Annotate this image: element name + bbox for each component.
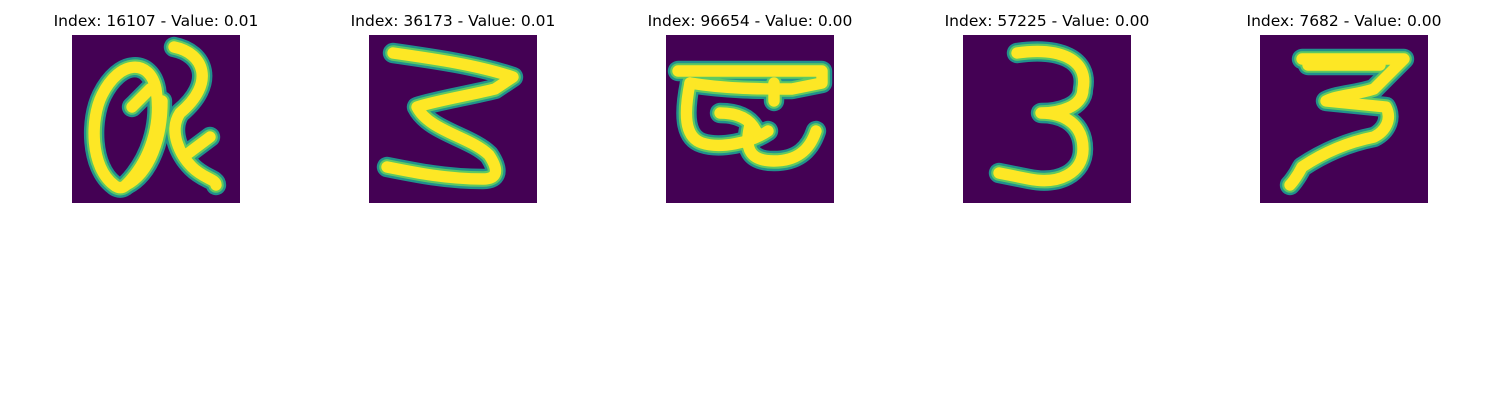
image-panel-5: Index: 7682 - Value: 0.00 bbox=[1194, 0, 1494, 210]
image-panel-4: Index: 57225 - Value: 0.00 bbox=[897, 0, 1197, 210]
panel-title: Index: 96654 - Value: 0.00 bbox=[647, 12, 853, 30]
panel-title: Index: 7682 - Value: 0.00 bbox=[1246, 12, 1442, 30]
image-panel-1: Index: 16107 - Value: 0.01 bbox=[6, 0, 306, 210]
digit-image bbox=[369, 35, 537, 203]
digit-image bbox=[1260, 35, 1428, 203]
panel-title: Index: 16107 - Value: 0.01 bbox=[53, 12, 259, 30]
digit-image bbox=[666, 35, 834, 203]
digit-image bbox=[963, 35, 1131, 203]
panel-title: Index: 36173 - Value: 0.01 bbox=[350, 12, 556, 30]
image-panel-3: Index: 96654 - Value: 0.00 bbox=[600, 0, 900, 210]
digit-image bbox=[72, 35, 240, 203]
image-panel-2: Index: 36173 - Value: 0.01 bbox=[303, 0, 603, 210]
panel-title: Index: 57225 - Value: 0.00 bbox=[944, 12, 1150, 30]
